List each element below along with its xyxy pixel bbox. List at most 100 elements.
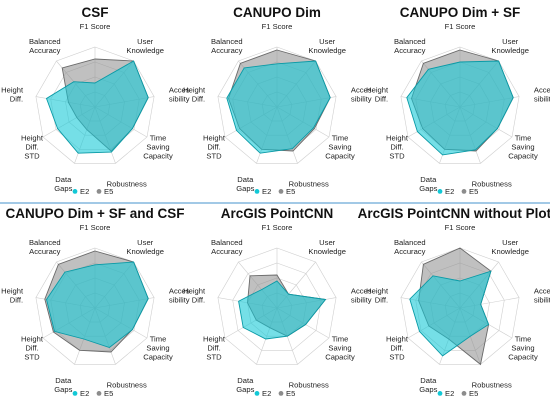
- legend-marker-e5: [96, 189, 102, 194]
- axis-label: Height Diff.: [366, 287, 389, 305]
- axis-label: F1 Score: [445, 223, 476, 232]
- axis-label: Robustness: [289, 180, 329, 189]
- legend-label-e5: E5: [286, 389, 295, 398]
- axis-label: Height Diff.: [183, 287, 206, 305]
- legend-marker-e5: [278, 391, 284, 396]
- legend-marker-e2: [437, 391, 443, 396]
- axis-label: Data Gaps: [419, 175, 437, 193]
- axis-label: Height Diff.: [1, 287, 24, 305]
- legend-label-e5: E5: [469, 389, 478, 398]
- axis-label: Height Diff.: [1, 86, 24, 104]
- legend: E2 E5: [254, 187, 295, 196]
- legend-marker-e2: [254, 189, 260, 194]
- axis-label: Time Saving Capacity: [143, 134, 173, 161]
- series-e2-area: [409, 270, 492, 357]
- axis-label: User Knowledge: [491, 238, 529, 256]
- axis-label: Robustness: [107, 180, 147, 189]
- axis-label: Data Gaps: [236, 376, 254, 394]
- axis-label: Data Gaps: [54, 376, 72, 394]
- legend-label-e5: E5: [286, 187, 295, 196]
- legend: E2 E5: [72, 187, 113, 196]
- radar-panel: CANUPO Dim + SF F1 Score User Knowledge Acce…: [366, 5, 550, 196]
- axis-label: Balanced Accuracy: [394, 238, 426, 256]
- series-e2-area: [46, 261, 149, 349]
- axis-label: User Knowledge: [491, 37, 529, 55]
- axis-label: F1 Score: [445, 22, 476, 31]
- legend-label-e2: E2: [262, 389, 271, 398]
- axis-label: Data Gaps: [236, 175, 254, 193]
- legend-marker-e5: [461, 189, 467, 194]
- series-e2-area: [45, 60, 149, 154]
- radar-panel: CANUPO Dim F1 Score User Knowledge Acces sibi…: [183, 5, 372, 196]
- axis-label: Robustness: [472, 180, 512, 189]
- axis-label: Height Diff. STD: [386, 134, 409, 161]
- legend-marker-e5: [278, 189, 284, 194]
- legend-label-e5: E5: [104, 389, 113, 398]
- axis-label: Height Diff.: [183, 86, 206, 104]
- axis-label: User Knowledge: [126, 37, 164, 55]
- legend-marker-e5: [96, 391, 102, 396]
- axis-label: Robustness: [289, 381, 329, 390]
- radar-panel: ArcGIS PointCNN F1 Score User Knowledge Acce…: [183, 206, 372, 398]
- legend-marker-e2: [72, 391, 78, 396]
- axis-label: Height Diff. STD: [21, 335, 44, 362]
- legend-label-e5: E5: [469, 187, 478, 196]
- legend-label-e2: E2: [445, 187, 454, 196]
- radar-panel: ArcGIS PointCNN without Plot 1 F1 Score Us…: [358, 206, 550, 398]
- axis-label: Height Diff. STD: [203, 335, 226, 362]
- series-e2-area: [226, 60, 331, 154]
- axis-label: Data Gaps: [54, 175, 72, 193]
- legend: E2 E5: [254, 389, 295, 398]
- chart-title: CANUPO Dim + SF and CSF: [6, 206, 185, 221]
- legend-marker-e2: [72, 189, 78, 194]
- series-e2-area: [238, 280, 327, 340]
- axis-label: User Knowledge: [308, 238, 346, 256]
- axis-label: Balanced Accuracy: [211, 238, 243, 256]
- legend-label-e5: E5: [104, 187, 113, 196]
- legend-label-e2: E2: [445, 389, 454, 398]
- grid-ring: [35, 247, 155, 365]
- axis-label: Balanced Accuracy: [29, 37, 61, 55]
- series-e2-area: [406, 60, 514, 156]
- axis-label: Balanced Accuracy: [211, 37, 243, 55]
- chart-title: CSF: [82, 5, 109, 20]
- legend-label-e2: E2: [80, 389, 89, 398]
- legend: E2 E5: [437, 389, 478, 398]
- axis-label: Height Diff. STD: [21, 134, 44, 161]
- chart-title: ArcGIS PointCNN: [221, 206, 334, 221]
- axis-label: Balanced Accuracy: [29, 238, 61, 256]
- axis-label: Robustness: [107, 381, 147, 390]
- legend-marker-e2: [254, 391, 260, 396]
- axis-label: F1 Score: [262, 22, 293, 31]
- grid-ring: [232, 262, 322, 351]
- grid-ring: [35, 46, 155, 164]
- grid-ring: [217, 247, 337, 365]
- legend: E2 E5: [437, 187, 478, 196]
- axis-label: Robustness: [472, 381, 512, 390]
- axis-label: F1 Score: [80, 223, 111, 232]
- axis-label: Height Diff. STD: [386, 335, 409, 362]
- chart-title: CANUPO Dim + SF: [400, 5, 520, 20]
- legend-label-e2: E2: [262, 187, 271, 196]
- radar-panel: CANUPO Dim + SF and CSF F1 Score User Knowl…: [1, 206, 190, 398]
- axis-label: F1 Score: [262, 223, 293, 232]
- chart-title: CANUPO Dim: [233, 5, 321, 20]
- axis-label: Time Saving Capacity: [143, 335, 173, 362]
- axis-label: Data Gaps: [419, 376, 437, 394]
- grid-ring: [400, 46, 520, 164]
- axis-label: User Knowledge: [126, 238, 164, 256]
- legend-marker-e5: [461, 391, 467, 396]
- chart-title: ArcGIS PointCNN without Plot 1: [358, 206, 550, 221]
- legend-label-e2: E2: [80, 187, 89, 196]
- grid-ring: [217, 46, 337, 164]
- axis-label: Time Saving Capacity: [325, 335, 355, 362]
- grid-ring: [400, 247, 520, 365]
- axis-label: Height Diff. STD: [203, 134, 226, 161]
